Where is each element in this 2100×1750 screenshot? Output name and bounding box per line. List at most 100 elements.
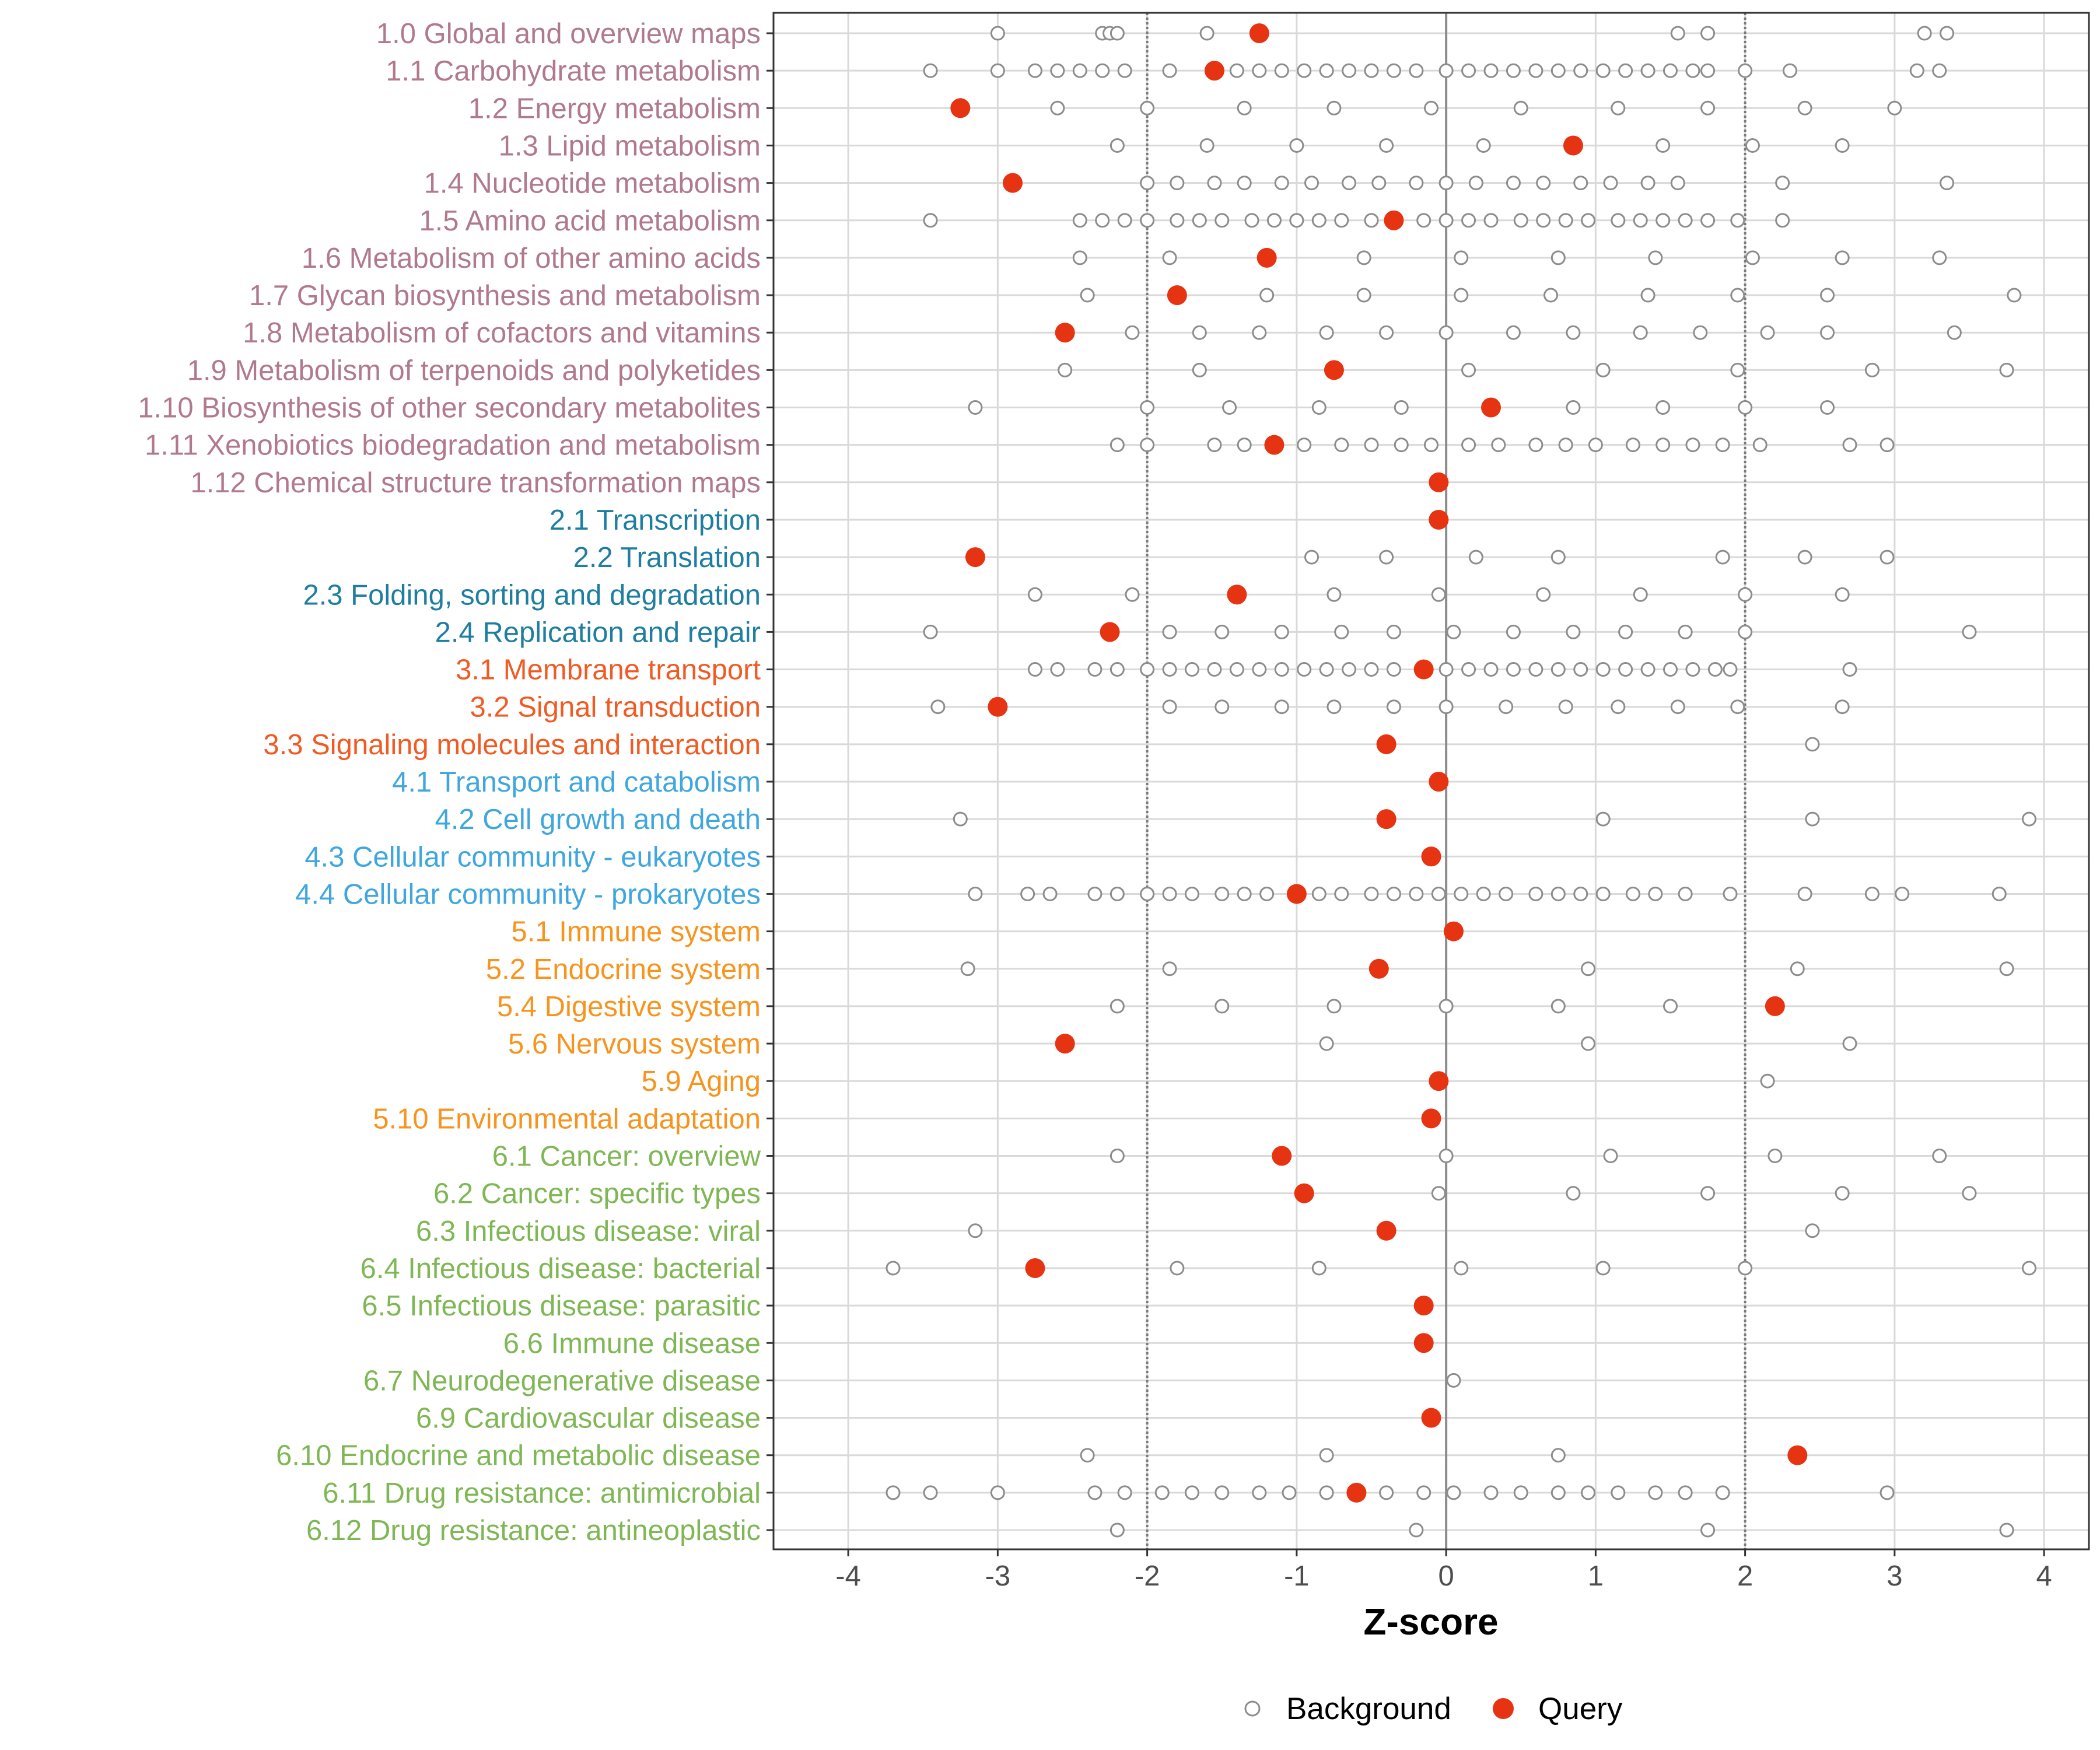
background-point [1835,587,1850,602]
background-point [1730,699,1745,715]
background-point [1117,1485,1132,1500]
background-point [1027,587,1042,602]
query-point [1443,921,1464,942]
query-point [1025,1258,1045,1278]
background-point [1506,624,1521,639]
query-point [1421,1108,1441,1129]
background-point [1319,1448,1334,1463]
x-tick-label: -1 [1284,1560,1310,1592]
background-point [1214,624,1230,639]
query-point [1204,61,1224,81]
background-point [1581,1485,1596,1500]
background-point [1229,662,1244,677]
background-point [1386,63,1401,78]
background-point [1162,699,1177,715]
background-point [1461,63,1476,78]
background-point [1438,63,1454,78]
grid-layer [774,13,2089,1549]
background-point [1738,624,1753,639]
background-point [1730,213,1745,228]
background-point [1394,400,1409,415]
background-point [1140,438,1155,453]
background-point [1409,1522,1424,1538]
background-point [1999,961,2014,977]
background-point [1611,699,1626,715]
query-point [1249,23,1269,43]
background-point [1386,699,1401,715]
background-point [1835,138,1850,153]
x-tick-label: -3 [985,1560,1011,1592]
category-label: 6.4 Infectious disease: bacterial [360,1253,761,1284]
background-point [1110,26,1125,41]
background-point [960,961,975,977]
background-point [1095,63,1110,78]
background-point [1940,26,1955,41]
background-point [1528,438,1544,453]
background-point [1110,138,1125,153]
background-point [1424,438,1438,453]
background-point [2022,1261,2036,1276]
category-label: 6.2 Cancer: specific types [433,1178,761,1210]
background-point [1880,550,1895,565]
background-point [1326,100,1342,116]
category-label: 5.10 Environmental adaptation [373,1103,761,1135]
background-point [1528,662,1544,677]
background-point [1140,176,1155,191]
category-label: 4.3 Cellular community - eukaryotes [304,841,761,873]
background-point [1760,325,1775,340]
background-point [1797,100,1812,116]
background-point [1962,1186,1977,1201]
background-point [1170,1261,1185,1276]
background-point [1566,624,1581,639]
background-point [1326,587,1342,602]
background-point [1304,550,1319,565]
query-point [1003,173,1023,193]
background-point [1917,26,1932,41]
background-point [1364,63,1379,78]
background-point [1723,662,1738,677]
background-point [1581,1036,1596,1051]
background-point [1947,325,1962,340]
background-point [1550,1448,1566,1463]
query-point [1376,809,1396,830]
x-tick-label: -4 [835,1560,861,1592]
background-point [1438,325,1454,340]
background-point [1648,250,1663,265]
background-point [1685,63,1700,78]
category-label: 1.9 Metabolism of terpenoids and polyket… [187,355,761,386]
background-point [1715,1485,1730,1500]
background-point [2007,288,2022,303]
background-point [990,1485,1005,1500]
category-label: 1.7 Glycan biosynthesis and metabolism [249,280,761,312]
query-point [1421,846,1441,867]
legend-query-label: Query [1538,1692,1623,1726]
background-point [1932,1149,1947,1163]
category-label: 3.1 Membrane transport [456,654,761,686]
background-point [968,400,983,415]
category-label: 6.11 Drug resistance: antimicrobial [323,1478,761,1509]
background-point [1162,886,1177,901]
background-point [1438,999,1454,1014]
x-tick-label: 2 [1737,1560,1753,1592]
query-point [1413,1296,1434,1316]
background-point [1760,1073,1775,1088]
background-point [1140,662,1155,677]
background-point [930,699,946,715]
legend-background-marker [1244,1700,1261,1717]
background-point [1999,1522,2014,1538]
background-point [1663,63,1678,78]
background-point [1431,886,1446,901]
background-point [1207,438,1222,453]
category-label: 1.12 Chemical structure transformation m… [190,467,761,499]
query-point [1286,884,1307,904]
background-point [1095,213,1110,228]
background-point [1842,1036,1857,1051]
background-point [1334,886,1349,901]
category-label: 5.4 Digestive system [497,991,761,1023]
background-point [1550,886,1566,901]
background-point [1311,1261,1326,1276]
background-point [1887,100,1902,116]
background-point [1656,400,1671,415]
background-point [1611,100,1626,116]
background-point [1342,662,1357,677]
